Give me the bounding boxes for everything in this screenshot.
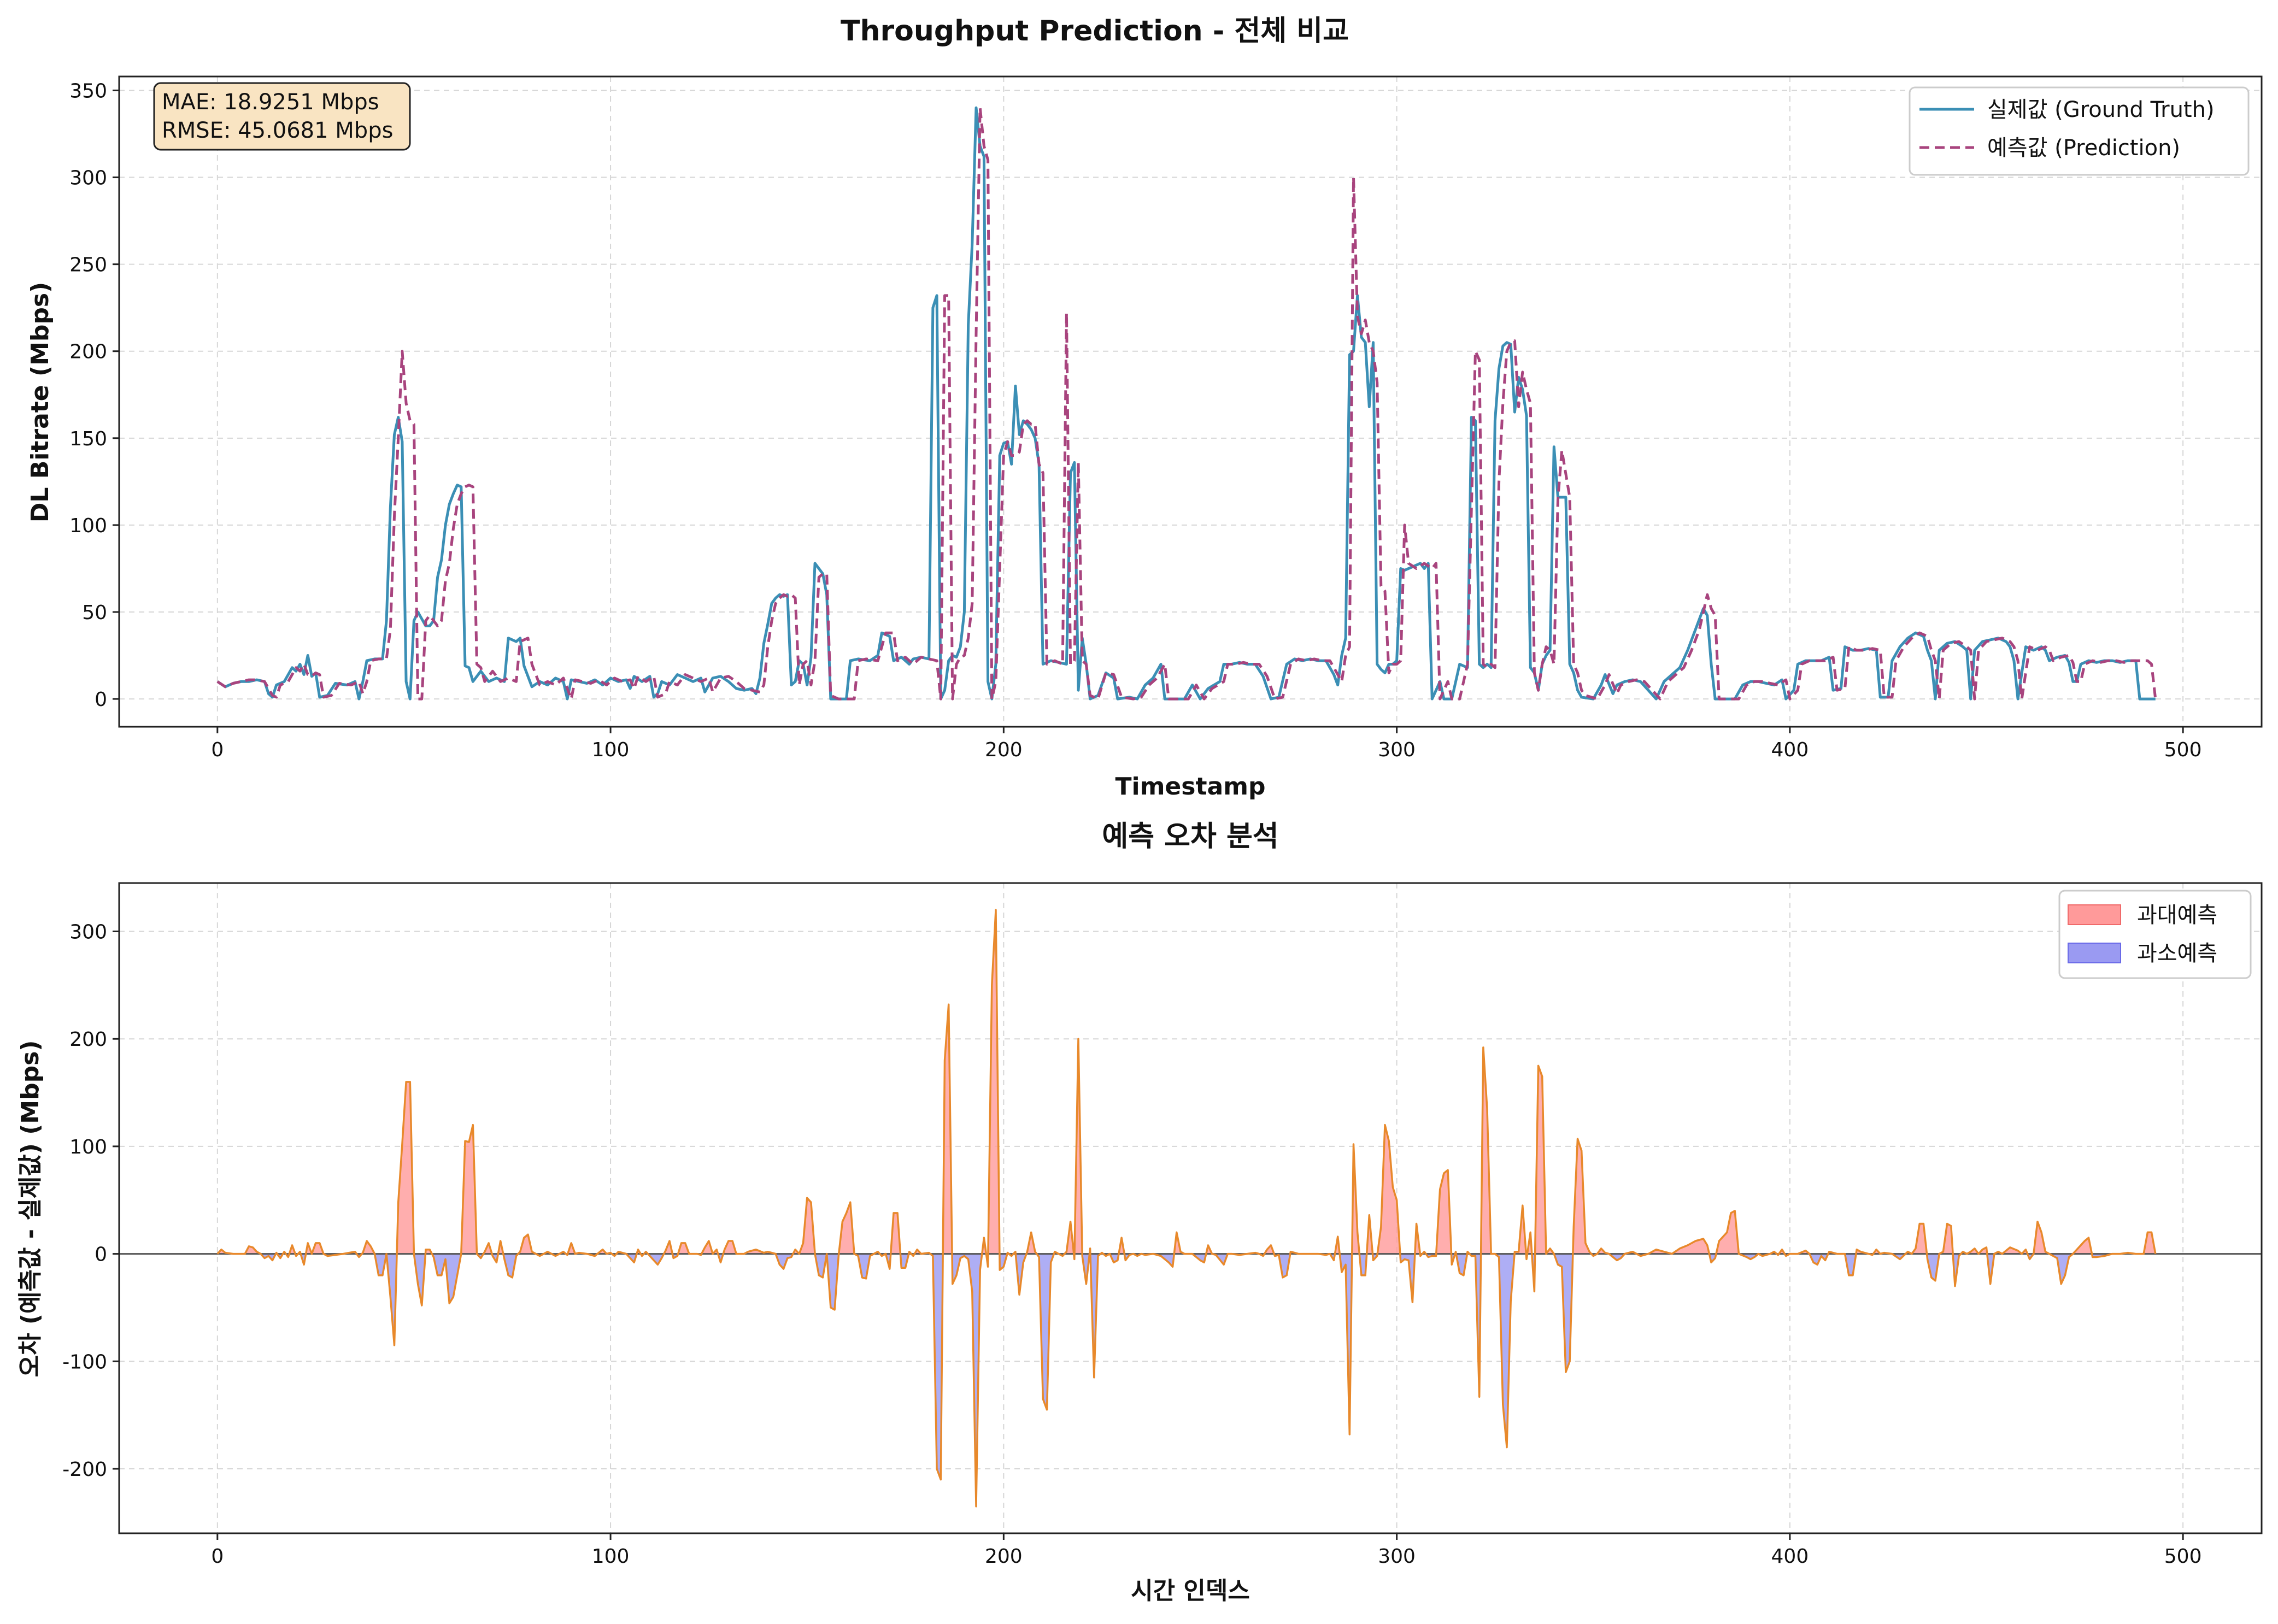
bottom-plot-frame (118, 882, 2263, 1534)
top-y-tick-label: 200 (69, 341, 107, 363)
bottom-series (119, 909, 2262, 1508)
bottom-y-tick-label: 100 (69, 1136, 107, 1158)
legend-under-swatch (2068, 943, 2121, 963)
bottom-y-tick-label: -100 (62, 1351, 107, 1373)
bottom-x-tick-label: 300 (1378, 1545, 1416, 1568)
error-line (216, 909, 2157, 1508)
top-chart-title: Throughput Prediction - 전체 비교 (841, 15, 1349, 48)
top-y-tick-label: 350 (69, 80, 107, 102)
top-series (216, 106, 2157, 701)
legend-over-swatch (2068, 904, 2121, 925)
bottom-y-tick-label: -200 (62, 1458, 107, 1481)
stats-box: MAE: 18.9251 Mbps RMSE: 45.0681 Mbps (153, 82, 411, 151)
bottom-y-tick-label: 0 (95, 1244, 107, 1266)
bottom-x-tick-label: 400 (1771, 1545, 1809, 1568)
bottom-x-tick-label: 500 (2164, 1545, 2202, 1568)
bottom-chart-title: 예측 오차 분석 (1102, 820, 1278, 853)
bottom-x-tick-label: 0 (211, 1545, 224, 1568)
top-legend-box (1909, 86, 2250, 176)
over-prediction-area (217, 910, 2156, 1254)
legend-over-label: 과대예측 (2137, 903, 2217, 928)
top-y-tick-label: 0 (95, 689, 107, 711)
bottom-x-label: 시간 인덱스 (1131, 1577, 1250, 1605)
legend-prediction-label: 예측값 (Prediction) (1987, 136, 2180, 161)
top-legend: 실제값 (Ground Truth) 예측값 (Prediction) (1909, 86, 2250, 176)
mae-text: MAE: 18.9251 Mbps (162, 90, 379, 115)
legend-ground-truth-label: 실제값 (Ground Truth) (1987, 97, 2215, 122)
bottom-chart: 예측 오차 분석 0 100 200 300 400 500 -200 -100 0 100 200… (16, 820, 2263, 1605)
bottom-x-tick-label: 100 (592, 1545, 630, 1568)
rmse-text: RMSE: 45.0681 Mbps (162, 118, 393, 143)
bottom-ticks: 0 100 200 300 400 500 -200 -100 0 100 200 300 (62, 921, 2201, 1568)
legend-under-label: 과소예측 (2137, 941, 2217, 966)
stats-box-background (153, 82, 411, 151)
top-chart: Throughput Prediction - 전체 비교 0 100 200 300… (26, 15, 2263, 801)
top-plot-frame (118, 75, 2263, 728)
top-grid (119, 77, 2262, 727)
top-y-tick-label: 100 (69, 515, 107, 537)
top-x-tick-label: 200 (985, 739, 1023, 761)
bottom-y-tick-label: 300 (69, 921, 107, 944)
bottom-x-tick-label: 200 (985, 1545, 1023, 1568)
top-x-tick-label: 500 (2164, 739, 2202, 761)
top-y-label: DL Bitrate (Mbps) (26, 282, 54, 522)
top-x-tick-label: 0 (211, 739, 224, 761)
top-x-tick-label: 400 (1771, 739, 1809, 761)
prediction-line (216, 106, 2157, 701)
top-ticks: 0 100 200 300 400 500 0 50 100 150 200 250 300 350 (69, 80, 2201, 761)
top-x-tick-label: 100 (592, 739, 630, 761)
top-x-label: Timestamp (1115, 773, 1265, 801)
top-y-tick-label: 250 (69, 254, 107, 276)
top-x-tick-label: 300 (1378, 739, 1416, 761)
ground-truth-line (216, 106, 2156, 701)
bottom-y-label: 오차 (예측값 - 실제값) (Mbps) (16, 1040, 44, 1378)
bottom-y-tick-label: 200 (69, 1028, 107, 1051)
top-y-tick-label: 150 (69, 428, 107, 450)
top-y-tick-label: 50 (82, 602, 107, 624)
bottom-legend: 과대예측 과소예측 (2058, 890, 2252, 979)
top-y-tick-label: 300 (69, 167, 107, 190)
